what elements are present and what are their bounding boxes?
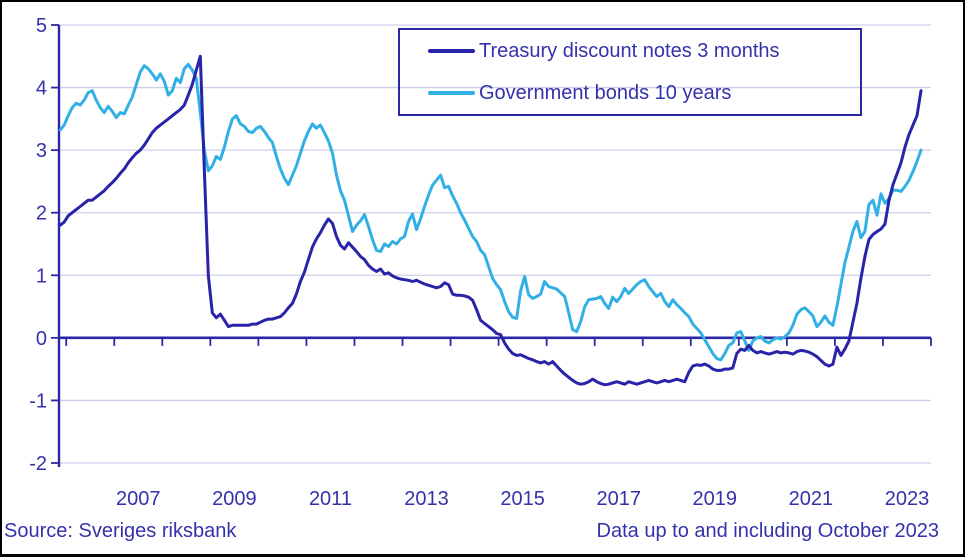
x-axis-label: 2015 <box>500 488 545 510</box>
x-axis-label: 2009 <box>212 488 257 510</box>
series-line-treasury-3m <box>58 54 923 387</box>
y-axis-label: 0 <box>36 328 47 350</box>
x-axis-label: 2011 <box>309 488 352 510</box>
legend-label-treasury: Treasury discount notes 3 months <box>479 40 780 62</box>
legend-item-bonds: Government bonds 10 years <box>428 72 860 114</box>
x-axis-label: 2017 <box>596 488 641 510</box>
y-axis-label: 3 <box>36 140 47 162</box>
y-axis-label: 1 <box>36 265 47 287</box>
legend-item-treasury: Treasury discount notes 3 months <box>428 30 860 72</box>
x-axis-label: 2021 <box>789 488 834 510</box>
bonds-line-swatch-icon <box>428 91 475 95</box>
y-axis-label: 2 <box>36 203 47 225</box>
data-coverage-note: Data up to and including October 2023 <box>596 520 939 542</box>
chart-legend: Treasury discount notes 3 months Governm… <box>398 28 862 116</box>
legend-label-bonds: Government bonds 10 years <box>479 82 732 104</box>
x-axis-label: 2007 <box>116 488 161 510</box>
y-axis-label: 5 <box>36 15 47 37</box>
x-axis-label: 2023 <box>885 488 930 510</box>
y-axis-label: 4 <box>36 78 47 100</box>
y-axis-label: -2 <box>29 453 47 475</box>
x-axis-label: 2019 <box>693 488 738 510</box>
source-note: Source: Sveriges riksbank <box>4 520 237 542</box>
treasury-line-swatch-icon <box>428 49 475 53</box>
y-axis-label: -1 <box>29 390 47 412</box>
x-axis-label: 2013 <box>404 488 449 510</box>
